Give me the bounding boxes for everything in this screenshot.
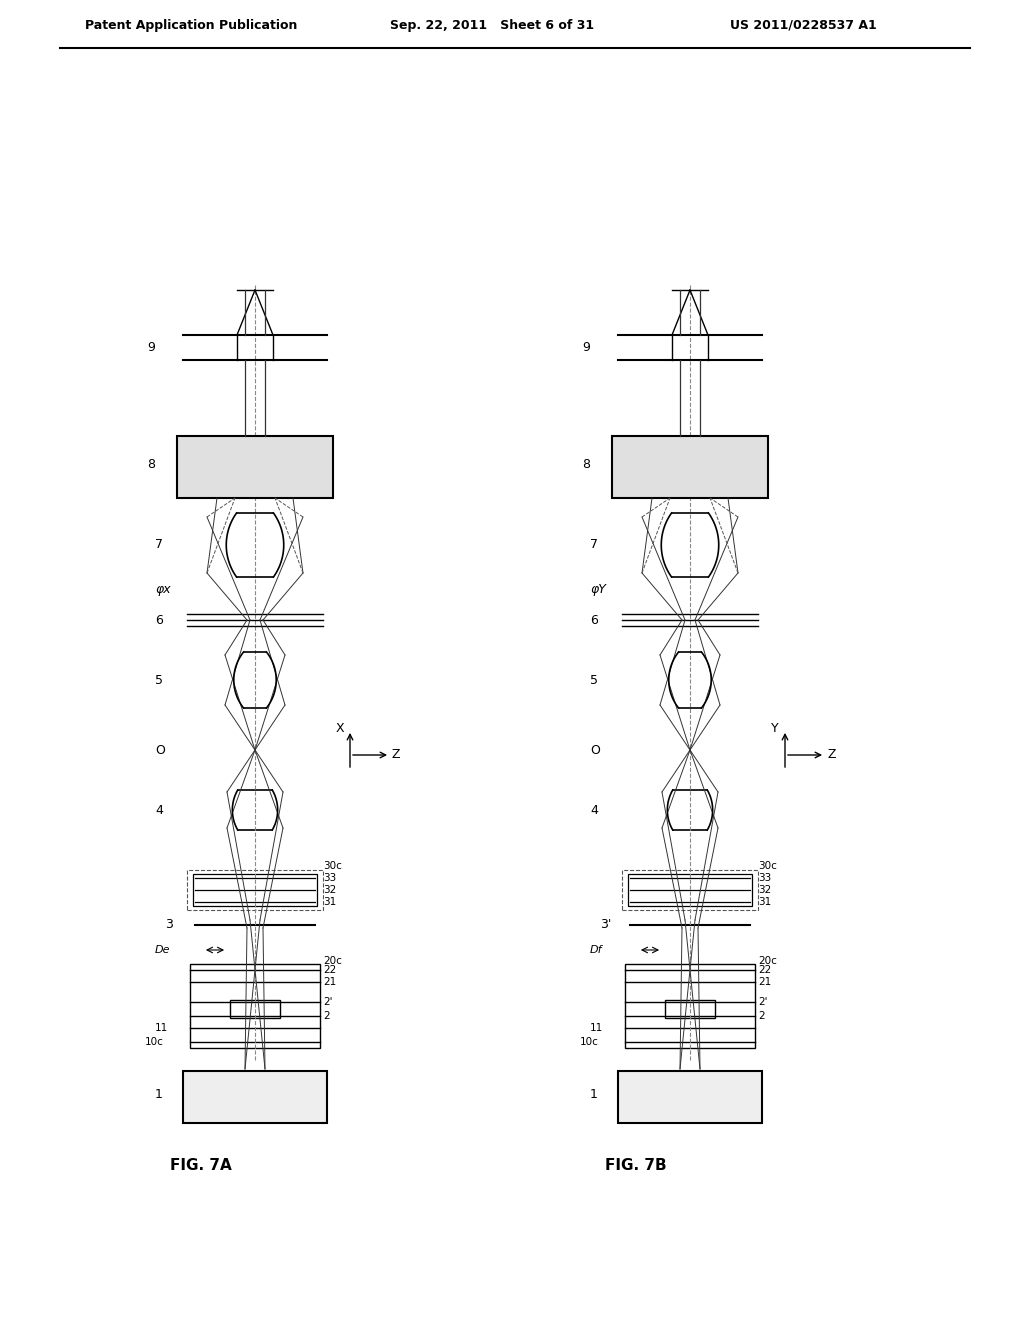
Text: 8: 8 bbox=[582, 458, 590, 471]
Text: X: X bbox=[336, 722, 345, 734]
Bar bbox=[665, 1001, 715, 1018]
Text: 3: 3 bbox=[165, 919, 173, 932]
Text: Y: Y bbox=[771, 722, 778, 734]
Bar bbox=[628, 874, 752, 906]
Text: 32: 32 bbox=[758, 884, 771, 895]
Bar bbox=[625, 964, 755, 1048]
Text: 5: 5 bbox=[155, 673, 163, 686]
Text: 4: 4 bbox=[155, 804, 163, 817]
Text: 11: 11 bbox=[155, 1023, 168, 1034]
Text: Patent Application Publication: Patent Application Publication bbox=[85, 18, 297, 32]
Text: 1: 1 bbox=[155, 1089, 163, 1101]
Text: 6: 6 bbox=[590, 614, 598, 627]
Text: FIG. 7B: FIG. 7B bbox=[605, 1158, 667, 1172]
Bar bbox=[187, 870, 323, 909]
Bar bbox=[177, 436, 333, 498]
Text: 31: 31 bbox=[758, 898, 771, 907]
Text: φY: φY bbox=[590, 583, 606, 597]
Text: O: O bbox=[155, 743, 165, 756]
Text: 33: 33 bbox=[758, 873, 771, 883]
Text: 2: 2 bbox=[758, 1011, 765, 1020]
Text: 2': 2' bbox=[323, 997, 333, 1007]
Bar bbox=[622, 870, 758, 909]
Text: 9: 9 bbox=[582, 341, 590, 354]
Text: 30c: 30c bbox=[323, 861, 342, 871]
Text: 7: 7 bbox=[590, 539, 598, 552]
Text: 22: 22 bbox=[323, 965, 336, 975]
Text: 30c: 30c bbox=[758, 861, 777, 871]
Text: 8: 8 bbox=[147, 458, 155, 471]
Text: Z: Z bbox=[392, 748, 400, 762]
Text: 7: 7 bbox=[155, 539, 163, 552]
Text: 22: 22 bbox=[758, 965, 771, 975]
Bar bbox=[183, 1071, 327, 1123]
Text: 11: 11 bbox=[590, 1023, 603, 1034]
Text: 3': 3' bbox=[600, 919, 611, 932]
Text: 10c: 10c bbox=[145, 1038, 164, 1047]
Text: O: O bbox=[590, 743, 600, 756]
Text: 6: 6 bbox=[155, 614, 163, 627]
Text: 10c: 10c bbox=[580, 1038, 599, 1047]
Text: Z: Z bbox=[827, 748, 836, 762]
Bar bbox=[612, 436, 768, 498]
Text: US 2011/0228537 A1: US 2011/0228537 A1 bbox=[730, 18, 877, 32]
Text: 21: 21 bbox=[758, 977, 771, 987]
Text: 5: 5 bbox=[590, 673, 598, 686]
Text: Sep. 22, 2011   Sheet 6 of 31: Sep. 22, 2011 Sheet 6 of 31 bbox=[390, 18, 594, 32]
Text: 2': 2' bbox=[758, 997, 768, 1007]
Bar bbox=[618, 1071, 762, 1123]
Text: 20c: 20c bbox=[323, 956, 342, 966]
Text: 1: 1 bbox=[590, 1089, 598, 1101]
Bar bbox=[193, 874, 317, 906]
Bar bbox=[190, 964, 319, 1048]
Text: FIG. 7A: FIG. 7A bbox=[170, 1158, 231, 1172]
Text: φx: φx bbox=[155, 583, 171, 597]
Text: 20c: 20c bbox=[758, 956, 777, 966]
Text: Df: Df bbox=[590, 945, 602, 954]
Text: 33: 33 bbox=[323, 873, 336, 883]
Text: 2: 2 bbox=[323, 1011, 330, 1020]
Text: 32: 32 bbox=[323, 884, 336, 895]
Text: De: De bbox=[155, 945, 171, 954]
Text: 4: 4 bbox=[590, 804, 598, 817]
Text: 31: 31 bbox=[323, 898, 336, 907]
Bar bbox=[230, 1001, 280, 1018]
Text: 9: 9 bbox=[147, 341, 155, 354]
Text: 21: 21 bbox=[323, 977, 336, 987]
